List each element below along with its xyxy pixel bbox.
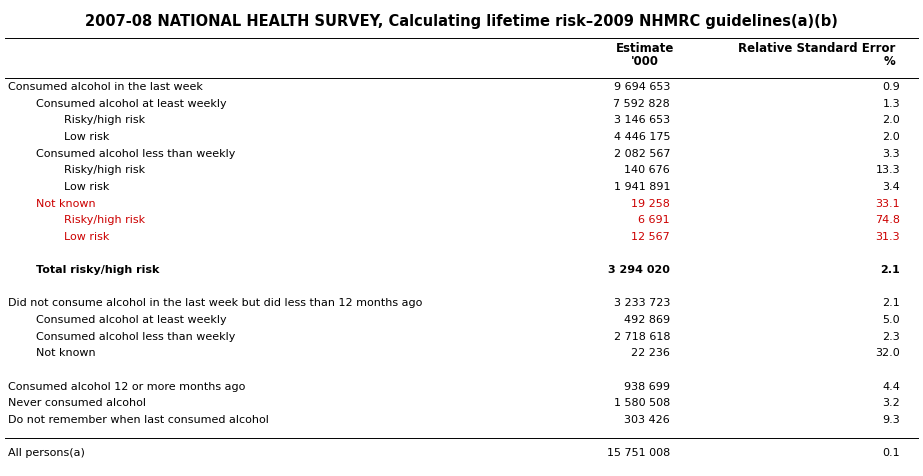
Text: 7 592 828: 7 592 828 (613, 99, 670, 109)
Text: 9 694 653: 9 694 653 (614, 82, 670, 92)
Text: %: % (883, 55, 895, 68)
Text: 6 691: 6 691 (639, 215, 670, 225)
Text: 2.0: 2.0 (882, 115, 900, 125)
Text: 2 082 567: 2 082 567 (614, 149, 670, 159)
Text: 3 233 723: 3 233 723 (614, 298, 670, 308)
Text: 31.3: 31.3 (875, 232, 900, 242)
Text: Consumed alcohol less than weekly: Consumed alcohol less than weekly (36, 149, 235, 159)
Text: 74.8: 74.8 (875, 215, 900, 225)
Text: All persons(a): All persons(a) (8, 448, 85, 458)
Text: Not known: Not known (36, 198, 96, 208)
Text: Low risk: Low risk (64, 182, 109, 192)
Text: Risky/high risk: Risky/high risk (64, 115, 145, 125)
Text: 22 236: 22 236 (631, 348, 670, 358)
Text: 1 941 891: 1 941 891 (614, 182, 670, 192)
Text: 2.3: 2.3 (882, 332, 900, 342)
Text: Low risk: Low risk (64, 232, 109, 242)
Text: 1.3: 1.3 (882, 99, 900, 109)
Text: Consumed alcohol 12 or more months ago: Consumed alcohol 12 or more months ago (8, 382, 246, 392)
Text: 2.0: 2.0 (882, 132, 900, 142)
Text: Consumed alcohol in the last week: Consumed alcohol in the last week (8, 82, 203, 92)
Text: 9.3: 9.3 (882, 415, 900, 425)
Text: 13.3: 13.3 (875, 165, 900, 175)
Text: Estimate: Estimate (616, 42, 674, 55)
Text: '000: '000 (631, 55, 659, 68)
Text: 4.4: 4.4 (882, 382, 900, 392)
Text: 3.2: 3.2 (882, 398, 900, 408)
Text: Risky/high risk: Risky/high risk (64, 165, 145, 175)
Text: 5.0: 5.0 (882, 315, 900, 325)
Text: 3.3: 3.3 (882, 149, 900, 159)
Text: 140 676: 140 676 (624, 165, 670, 175)
Text: Total risky/high risk: Total risky/high risk (36, 265, 160, 275)
Text: 32.0: 32.0 (875, 348, 900, 358)
Text: 3.4: 3.4 (882, 182, 900, 192)
Text: 33.1: 33.1 (875, 198, 900, 208)
Text: 12 567: 12 567 (631, 232, 670, 242)
Text: 0.9: 0.9 (882, 82, 900, 92)
Text: Low risk: Low risk (64, 132, 109, 142)
Text: Do not remember when last consumed alcohol: Do not remember when last consumed alcoh… (8, 415, 269, 425)
Text: 4 446 175: 4 446 175 (614, 132, 670, 142)
Text: 0.1: 0.1 (882, 448, 900, 458)
Text: 303 426: 303 426 (624, 415, 670, 425)
Text: 2 718 618: 2 718 618 (614, 332, 670, 342)
Text: Relative Standard Error: Relative Standard Error (737, 42, 895, 55)
Text: 15 751 008: 15 751 008 (606, 448, 670, 458)
Text: Consumed alcohol at least weekly: Consumed alcohol at least weekly (36, 315, 227, 325)
Text: 1 580 508: 1 580 508 (614, 398, 670, 408)
Text: Consumed alcohol at least weekly: Consumed alcohol at least weekly (36, 99, 227, 109)
Text: 938 699: 938 699 (624, 382, 670, 392)
Text: 2.1: 2.1 (881, 265, 900, 275)
Text: Not known: Not known (36, 348, 96, 358)
Text: Consumed alcohol less than weekly: Consumed alcohol less than weekly (36, 332, 235, 342)
Text: 3 294 020: 3 294 020 (608, 265, 670, 275)
Text: 3 146 653: 3 146 653 (614, 115, 670, 125)
Text: 19 258: 19 258 (631, 198, 670, 208)
Text: 2007-08 NATIONAL HEALTH SURVEY, Calculating lifetime risk–2009 NHMRC guidelines(: 2007-08 NATIONAL HEALTH SURVEY, Calculat… (85, 14, 838, 29)
Text: Risky/high risk: Risky/high risk (64, 215, 145, 225)
Text: Did not consume alcohol in the last week but did less than 12 months ago: Did not consume alcohol in the last week… (8, 298, 423, 308)
Text: 492 869: 492 869 (624, 315, 670, 325)
Text: 2.1: 2.1 (882, 298, 900, 308)
Text: Never consumed alcohol: Never consumed alcohol (8, 398, 146, 408)
